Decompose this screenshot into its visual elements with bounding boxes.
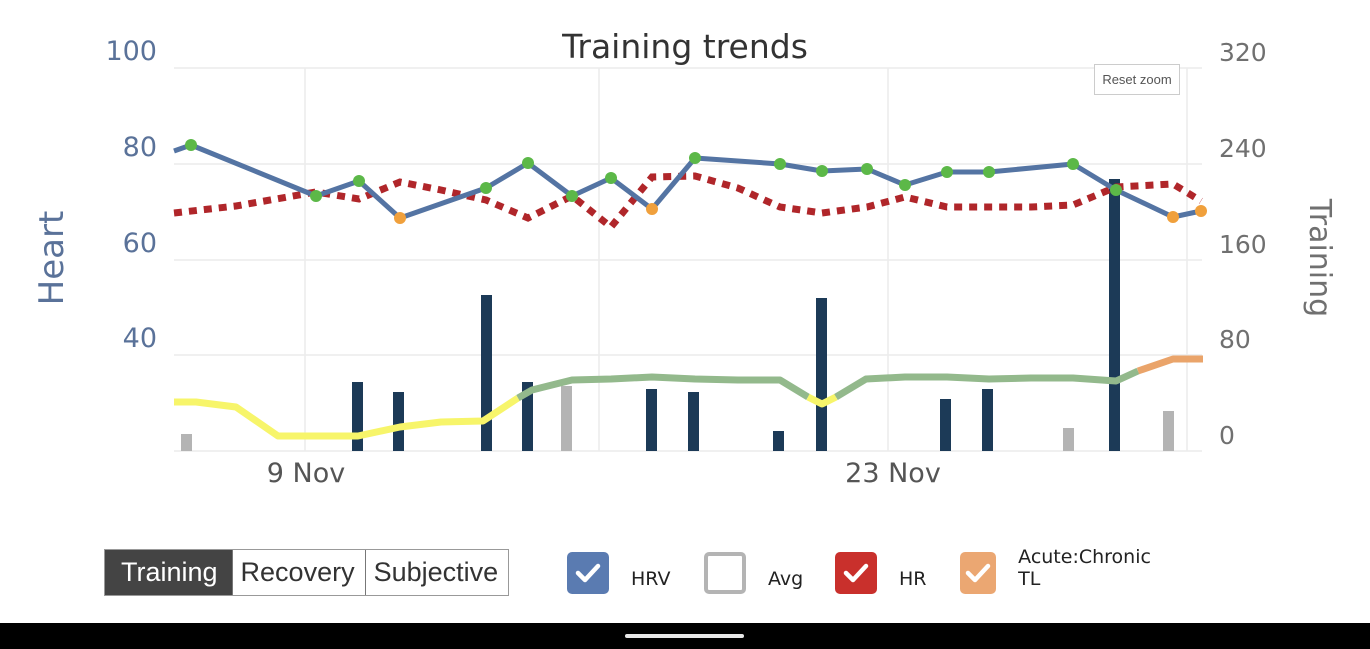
- tab-recovery[interactable]: Recovery: [231, 550, 365, 595]
- view-tabs: Training Recovery Subjective: [104, 549, 510, 596]
- right-axis-title: Training: [1302, 198, 1337, 317]
- check-icon: [965, 563, 991, 583]
- hr-line: [173, 172, 1203, 232]
- hr-checkbox[interactable]: [835, 552, 877, 594]
- training-load-bars: [352, 179, 1120, 451]
- reset-zoom-button[interactable]: Reset zoom: [1094, 64, 1180, 95]
- legend-label-acute-chronic: Acute:Chronic TL: [1018, 546, 1151, 590]
- legend-item-acute-chronic[interactable]: Acute:Chronic TL: [960, 546, 1157, 594]
- left-tick-80: 80: [123, 132, 157, 163]
- hrv-markers: [185, 139, 1207, 224]
- check-icon: [575, 563, 601, 583]
- legend-label-avg: Avg: [768, 568, 804, 590]
- training-trends-chart[interactable]: Training trends 100 80 60 40 Heart 320 2…: [0, 0, 1370, 530]
- avg-bars: [181, 386, 1174, 451]
- right-axis: 320 240 160 80 0 Training: [1219, 38, 1337, 450]
- acute-chronic-line: [174, 355, 1203, 440]
- right-tick-80: 80: [1219, 325, 1251, 354]
- home-gesture-handle[interactable]: [625, 634, 744, 638]
- check-icon: [843, 563, 869, 583]
- right-tick-240: 240: [1219, 134, 1267, 163]
- acute-chronic-checkbox[interactable]: [960, 552, 997, 594]
- left-tick-60: 60: [123, 228, 157, 259]
- right-tick-160: 160: [1219, 230, 1267, 259]
- legend-label-hr: HR: [899, 568, 927, 590]
- system-navigation-bar: [0, 623, 1370, 649]
- x-tick-9-nov: 9 Nov: [267, 458, 345, 489]
- left-axis-title: Heart: [32, 211, 72, 306]
- chart-title: Training trends: [561, 27, 808, 66]
- legend-item-avg[interactable]: Avg: [704, 550, 803, 594]
- legend-item-hrv[interactable]: HRV: [567, 550, 670, 594]
- right-tick-0: 0: [1219, 421, 1235, 450]
- right-tick-320: 320: [1219, 38, 1267, 67]
- x-tick-23-nov: 23 Nov: [845, 458, 941, 489]
- hrv-checkbox[interactable]: [567, 552, 609, 594]
- legend-item-hr[interactable]: HR: [835, 550, 927, 594]
- avg-checkbox[interactable]: [704, 552, 746, 594]
- legend-label-hrv: HRV: [631, 568, 671, 590]
- tab-training[interactable]: Training: [105, 550, 232, 595]
- left-tick-40: 40: [123, 323, 157, 354]
- tab-subjective[interactable]: Subjective: [364, 550, 509, 595]
- left-axis: 100 80 60 40 Heart: [32, 36, 157, 354]
- left-tick-100: 100: [105, 36, 157, 67]
